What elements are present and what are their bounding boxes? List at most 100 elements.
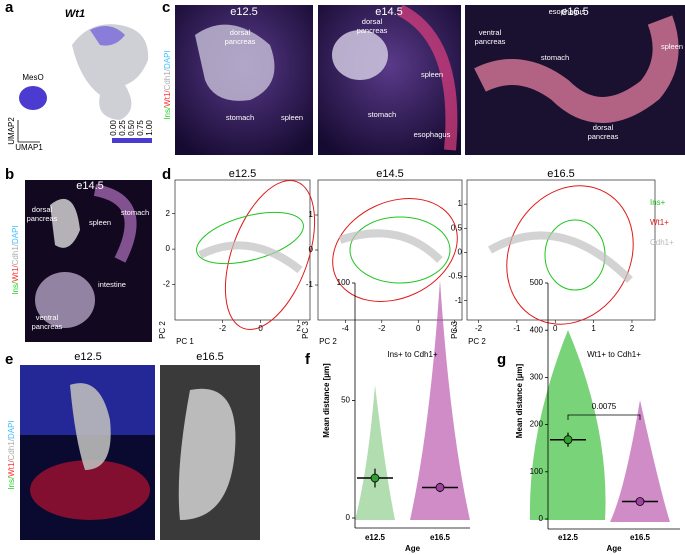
stain-label: Ins/Wt1/Cdh1/DAPI	[163, 50, 172, 119]
plot-title: e12.5	[229, 168, 257, 180]
chart-title: Ins+ to Cdh1+	[387, 350, 438, 359]
image-tag: dorsal	[32, 205, 53, 214]
x-tick-label: -2	[378, 324, 386, 333]
stain-part: Ins/	[11, 281, 20, 295]
axis-label: UMAP1	[15, 143, 43, 152]
y-tick-label: 400	[530, 325, 544, 334]
image-tag: spleen	[421, 70, 443, 79]
axis-label: Mean distance [µm]	[515, 363, 524, 438]
axis-label: PC 3	[301, 321, 310, 339]
y-tick-label: -2	[163, 280, 171, 289]
x-tick-label: 2	[630, 324, 635, 333]
image-tag: stomach	[541, 53, 569, 62]
pca-decoration	[174, 179, 656, 330]
y-tick-label: -1	[306, 280, 314, 289]
image-tag: pancreas	[357, 26, 388, 35]
umap	[17, 24, 152, 143]
axis-label: Age	[405, 544, 421, 553]
x-tick-label: 2	[296, 324, 301, 333]
x-tick-label: e16.5	[630, 533, 651, 542]
stain-part: Cdh1/	[7, 438, 16, 460]
x-tick-label: -2	[219, 324, 227, 333]
axis-label: Age	[606, 544, 622, 553]
image-tag: dorsal	[230, 28, 251, 37]
y-tick-label: 500	[530, 278, 544, 287]
image-title: e14.5	[76, 180, 104, 192]
panel-label: d	[162, 166, 171, 183]
y-tick-label: -0.5	[448, 272, 462, 281]
axis-label: PC 2	[468, 337, 486, 346]
legend-entry: Wt1+	[650, 218, 669, 227]
y-tick-label: 0.5	[451, 223, 463, 232]
image-tag: stomach	[368, 110, 396, 119]
stain-part: DAPI	[11, 225, 20, 244]
image-tag: spleen	[661, 42, 683, 51]
p-value: 0.0075	[592, 402, 617, 411]
image-tag: dorsal	[593, 123, 614, 132]
image-title: e12.5	[74, 351, 102, 363]
image-title: e16.5	[196, 351, 224, 363]
x-tick-label: e12.5	[365, 533, 386, 542]
micrographs	[20, 4, 685, 540]
image-tag: pancreas	[475, 37, 506, 46]
x-tick-label: e12.5	[558, 533, 579, 542]
axis-label: PC 2	[319, 337, 337, 346]
y-tick-label: 50	[341, 396, 350, 405]
image-title: e12.5	[230, 6, 258, 18]
significance-bracket	[567, 414, 641, 420]
gene-title: Wt1	[65, 8, 85, 20]
cluster-label: MesO	[22, 73, 43, 82]
x-tick-label: 0	[258, 324, 263, 333]
image-tag: spleen	[281, 113, 303, 122]
panel-label: e	[5, 351, 13, 368]
chart-title: Wt1+ to Cdh1+	[587, 350, 641, 359]
mean-marker	[435, 483, 445, 492]
image-tag: ventral	[36, 313, 59, 322]
y-tick-label: 0	[346, 513, 351, 522]
colorbar-label: 0.00	[109, 120, 118, 136]
stain-label: Ins/Wt1/Cdh1/DAPI	[11, 225, 20, 294]
stain-part: Wt1/	[11, 265, 20, 282]
stain-part: Cdh1/	[163, 68, 172, 90]
mean-marker	[563, 435, 573, 445]
x-tick-label: e16.5	[430, 533, 451, 542]
stain-part: Wt1/	[7, 460, 16, 477]
image-tag: esophagus	[549, 7, 586, 16]
axis-label: PC 3	[450, 321, 459, 339]
image-tag: ventral	[479, 28, 502, 37]
x-tick-label: -1	[513, 324, 521, 333]
colorbar-label: 0.25	[118, 120, 127, 136]
x-tick-label: -4	[342, 324, 350, 333]
stain-part: Ins/	[163, 106, 172, 120]
panel-label: c	[162, 0, 170, 16]
stain-part: Wt1/	[163, 90, 172, 107]
x-tick-label: 1	[591, 324, 596, 333]
image-tag: stomach	[121, 208, 149, 217]
axis-label: PC 1	[176, 337, 194, 346]
panel-label: f	[305, 351, 311, 368]
image-tag: pancreas	[32, 322, 63, 331]
y-tick-label: 100	[530, 467, 544, 476]
image-title: e14.5	[375, 6, 403, 18]
mean-marker	[370, 473, 380, 483]
image-tag: stomach	[226, 113, 254, 122]
stain-part: Cdh1/	[11, 243, 20, 265]
stain-part: DAPI	[163, 50, 172, 69]
mean-marker	[635, 497, 645, 506]
image-tag: esophagus	[414, 130, 451, 139]
y-tick-label: -1	[455, 296, 463, 305]
image-tag: pancreas	[225, 37, 256, 46]
colorbar-label: 1.00	[145, 120, 154, 136]
y-tick-label: 1	[309, 210, 314, 219]
legend-entry: Ins+	[650, 198, 666, 207]
stain-label: Ins/Wt1/Cdh1/DAPI	[7, 420, 16, 489]
axis-label: UMAP2	[7, 117, 16, 145]
y-tick-label: 0	[458, 248, 463, 257]
x-tick-label: -2	[475, 324, 483, 333]
y-tick-label: 1	[458, 199, 463, 208]
y-tick-label: 200	[530, 420, 544, 429]
x-tick-label: 0	[416, 324, 421, 333]
y-tick-label: 100	[337, 278, 351, 287]
axis-label: Mean distance [µm]	[322, 363, 331, 438]
image-tag: intestine	[98, 280, 126, 289]
